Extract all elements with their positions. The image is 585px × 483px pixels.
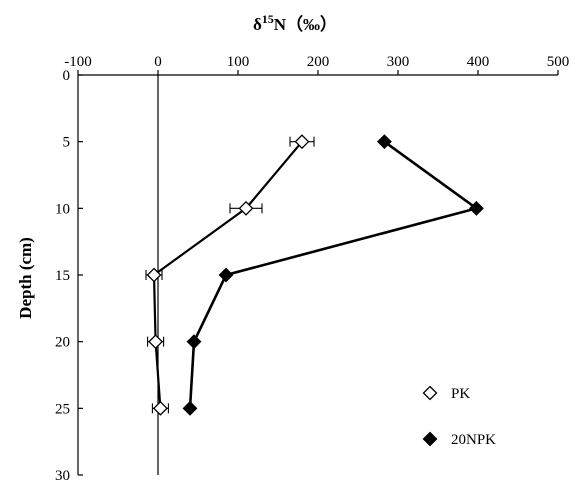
y-tick-label: 20 [55, 335, 70, 351]
y-tick-label: 15 [55, 268, 70, 284]
data-point-pk [294, 134, 310, 150]
x-tick-label: -100 [64, 54, 92, 70]
y-tick-label: 5 [63, 135, 71, 151]
x-tick-label: 0 [154, 54, 162, 70]
x-tick-label: 200 [307, 54, 330, 70]
y-tick-label: 30 [55, 468, 70, 483]
x-axis-title-prefix: δ [253, 15, 262, 34]
data-point-pk [146, 267, 162, 283]
x-tick-label: 300 [387, 54, 410, 70]
legend: PK 20NPK [422, 385, 496, 448]
legend-marker-20npk [422, 431, 438, 447]
y-tick-label: 0 [63, 68, 71, 84]
data-point-20npk [186, 334, 202, 350]
x-tick-label: 100 [227, 54, 250, 70]
data-point-pk [238, 200, 254, 216]
x-axis-title-suffix: N（‰） [274, 14, 337, 34]
legend-label-pk: PK [451, 386, 470, 402]
y-tick-label: 25 [55, 401, 70, 417]
data-point-20npk [376, 134, 392, 150]
y-tick-label: 10 [55, 201, 70, 217]
y-axis-title: Depth (cm) [16, 237, 35, 319]
data-point-20npk [218, 267, 234, 283]
data-point-pk [148, 334, 164, 350]
data-point-20npk [182, 400, 198, 416]
x-tick-label: 400 [467, 54, 490, 70]
x-axis-title-sup: 15 [262, 12, 274, 26]
data-point-20npk [468, 200, 484, 216]
x-axis-title: δ15N（‰） [253, 12, 337, 34]
x-tick-label: 500 [547, 54, 570, 70]
legend-label-20npk: 20NPK [451, 432, 496, 448]
legend-marker-pk [422, 385, 438, 401]
data-point-pk [152, 400, 168, 416]
